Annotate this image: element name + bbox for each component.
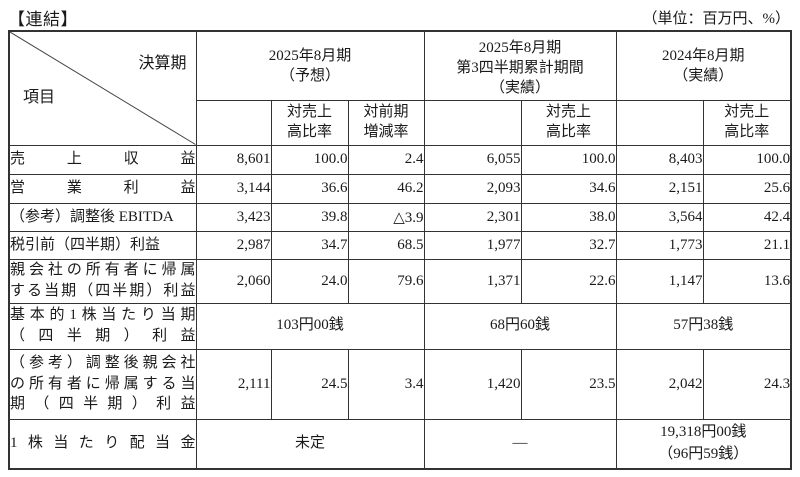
value-cell: 3,423: [195, 202, 272, 232]
subheader-sales-ratio-forecast: 対売上 高比率: [270, 99, 349, 146]
diagonal-line: [10, 32, 196, 145]
header-spacer-cell: [195, 99, 272, 146]
subheader-sales-ratio-2024: 対売上 高比率: [702, 99, 792, 146]
value-cell: 1,773: [615, 230, 704, 260]
row-label-revenue: 売上収益: [8, 144, 197, 175]
value-cell: 100.0: [270, 144, 349, 175]
row-profit-before-tax: 税引前（四半期）利益 2,987 34.7 68.5 1,977 32.7 1,…: [8, 230, 792, 260]
value-cell: 79.6: [347, 258, 425, 304]
row-basic-eps: 基本的1株当たり当期 （四半期）利益 103円00銭 68円60銭 57円38銭: [8, 302, 792, 350]
unit-note: （単位：百万円、%）: [642, 11, 791, 27]
subheader-sales-ratio-q3: 対売上 高比率: [520, 99, 617, 146]
row-label-adjusted-profit-attributable: （参考）調整後親会社 の所有者に帰属する当 期（四半期）利益: [8, 348, 197, 420]
value-cell: 100.0: [520, 144, 617, 175]
col-group-2025-q3-actual: 2025年8月期 第3四半期累計期間 （実績）: [423, 30, 617, 101]
corner-label-fiscal-period: 決算期: [138, 55, 187, 72]
value-cell: 100.0: [702, 144, 792, 175]
results-table: 決算期 項目 2025年8月期 （予想） 2025年8月期 第3四半期累計期間 …: [8, 30, 793, 470]
value-cell: 2,987: [195, 230, 272, 260]
row-dividend: 1株当たり配当金 未定 ― 19,318円00銭 （96円59銭）: [8, 418, 792, 470]
dividend-forecast-cell: 未定: [195, 418, 425, 470]
value-cell: 2,042: [615, 348, 704, 420]
value-cell: 24.5: [270, 348, 349, 420]
value-cell: 2,060: [195, 258, 272, 304]
value-cell: 24.3: [702, 348, 792, 420]
value-cell: 42.4: [702, 202, 792, 232]
value-cell: 2,301: [423, 202, 522, 232]
value-cell: 2.4: [347, 144, 425, 175]
value-cell: 8,601: [195, 144, 272, 175]
dividend-q3-cell: ―: [423, 418, 617, 470]
row-profit-attributable: 親会社の所有者に帰属 する当期（四半期）利益 2,060 24.0 79.6 1…: [8, 258, 792, 304]
value-cell: 6,055: [423, 144, 522, 175]
dividend-2024-cell: 19,318円00銭 （96円59銭）: [615, 418, 792, 470]
header-spacer-cell: [615, 99, 704, 146]
eps-q3-cell: 68円60銭: [423, 302, 617, 350]
row-label-profit-attributable: 親会社の所有者に帰属 する当期（四半期）利益: [8, 258, 197, 304]
value-cell: 8,403: [615, 144, 704, 175]
value-cell: 36.6: [270, 173, 349, 204]
col-group-2025-forecast: 2025年8月期 （予想）: [195, 30, 425, 101]
value-cell: 68.5: [347, 230, 425, 260]
col-group-2024-actual: 2024年8月期 （実績）: [615, 30, 792, 101]
value-cell: 13.6: [702, 258, 792, 304]
value-cell: 22.6: [520, 258, 617, 304]
value-cell: 23.5: [520, 348, 617, 420]
corner-header-cell: 決算期 項目: [8, 30, 197, 146]
value-cell: 3,564: [615, 202, 704, 232]
value-cell: 1,977: [423, 230, 522, 260]
value-cell: 46.2: [347, 173, 425, 204]
value-cell: 3.4: [347, 348, 425, 420]
value-cell: 38.0: [520, 202, 617, 232]
value-cell: 34.7: [270, 230, 349, 260]
value-cell: 24.0: [270, 258, 349, 304]
row-label-dividend: 1株当たり配当金: [8, 418, 197, 470]
row-operating-profit: 営業利益 3,144 36.6 46.2 2,093 34.6 2,151 25…: [8, 173, 792, 204]
value-cell: 1,371: [423, 258, 522, 304]
header-spacer-cell: [423, 99, 522, 146]
corner-label-item: 項目: [23, 89, 56, 106]
value-cell: 34.6: [520, 173, 617, 204]
eps-2024-cell: 57円38銭: [615, 302, 792, 350]
row-label-operating-profit: 営業利益: [8, 173, 197, 204]
value-cell: 1,147: [615, 258, 704, 304]
row-revenue: 売上収益 8,601 100.0 2.4 6,055 100.0 8,403 1…: [8, 144, 792, 175]
value-cell: 2,111: [195, 348, 272, 420]
row-adjusted-ebitda: （参考）調整後 EBITDA 3,423 39.8 △3.9 2,301 38.…: [8, 202, 792, 232]
row-label-profit-before-tax: 税引前（四半期）利益: [8, 230, 197, 260]
row-label-basic-eps: 基本的1株当たり当期 （四半期）利益: [8, 302, 197, 350]
value-cell: 3,144: [195, 173, 272, 204]
row-adjusted-profit-attributable: （参考）調整後親会社 の所有者に帰属する当 期（四半期）利益 2,111 24.…: [8, 348, 792, 420]
value-cell: 39.8: [270, 202, 349, 232]
value-cell: △3.9: [347, 202, 425, 232]
value-cell: 21.1: [702, 230, 792, 260]
eps-forecast-cell: 103円00銭: [195, 302, 425, 350]
row-label-adjusted-ebitda: （参考）調整後 EBITDA: [8, 202, 197, 232]
subheader-yoy-change-forecast: 対前期 増減率: [347, 99, 425, 146]
consolidated-label: 【連結】: [8, 10, 78, 29]
value-cell: 32.7: [520, 230, 617, 260]
value-cell: 2,093: [423, 173, 522, 204]
value-cell: 2,151: [615, 173, 704, 204]
value-cell: 25.6: [702, 173, 792, 204]
value-cell: 1,420: [423, 348, 522, 420]
